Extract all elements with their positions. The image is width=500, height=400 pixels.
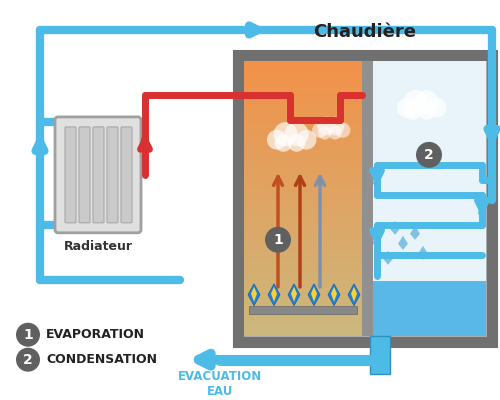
Text: CONDENSATION: CONDENSATION xyxy=(46,353,157,366)
Circle shape xyxy=(284,122,308,146)
FancyBboxPatch shape xyxy=(121,127,132,223)
Circle shape xyxy=(326,117,344,135)
Circle shape xyxy=(328,126,342,140)
Polygon shape xyxy=(288,284,300,306)
Circle shape xyxy=(404,102,422,120)
FancyBboxPatch shape xyxy=(65,127,76,223)
Circle shape xyxy=(418,102,436,120)
Polygon shape xyxy=(248,284,260,306)
Text: EAU: EAU xyxy=(207,385,233,398)
Text: 2: 2 xyxy=(23,353,33,367)
Text: 1: 1 xyxy=(23,328,33,342)
Circle shape xyxy=(335,122,350,138)
Circle shape xyxy=(274,122,297,146)
Bar xyxy=(238,55,492,342)
Text: 2: 2 xyxy=(424,148,434,162)
Polygon shape xyxy=(268,284,280,306)
Polygon shape xyxy=(398,236,408,250)
FancyBboxPatch shape xyxy=(55,117,141,233)
Polygon shape xyxy=(331,287,337,302)
Circle shape xyxy=(416,142,442,168)
Bar xyxy=(362,61,373,336)
Text: EVAPORATION: EVAPORATION xyxy=(46,328,145,341)
Polygon shape xyxy=(311,287,317,302)
FancyBboxPatch shape xyxy=(93,127,104,223)
Circle shape xyxy=(274,134,292,152)
FancyBboxPatch shape xyxy=(107,127,118,223)
Text: 1: 1 xyxy=(273,233,283,247)
Polygon shape xyxy=(308,284,320,306)
Bar xyxy=(373,61,486,336)
Circle shape xyxy=(414,90,438,114)
Circle shape xyxy=(426,98,446,118)
Polygon shape xyxy=(271,287,277,302)
Circle shape xyxy=(16,348,40,372)
Polygon shape xyxy=(348,284,360,306)
Circle shape xyxy=(267,130,286,150)
Bar xyxy=(370,336,390,374)
Polygon shape xyxy=(383,251,393,265)
Circle shape xyxy=(288,134,306,152)
Text: Chaudière: Chaudière xyxy=(314,23,416,41)
Circle shape xyxy=(397,98,416,118)
FancyBboxPatch shape xyxy=(79,127,90,223)
Text: EVACUATION: EVACUATION xyxy=(178,370,262,383)
Bar xyxy=(249,306,357,314)
Bar xyxy=(373,281,486,336)
Polygon shape xyxy=(418,246,428,260)
Circle shape xyxy=(318,117,336,135)
Text: Radiateur: Radiateur xyxy=(64,240,132,253)
Circle shape xyxy=(265,227,291,253)
Polygon shape xyxy=(251,287,257,302)
Polygon shape xyxy=(328,284,340,306)
Polygon shape xyxy=(410,226,420,240)
Polygon shape xyxy=(291,287,297,302)
Circle shape xyxy=(296,130,316,150)
Circle shape xyxy=(404,90,427,114)
Circle shape xyxy=(318,126,332,140)
Polygon shape xyxy=(390,221,400,235)
Circle shape xyxy=(312,122,328,138)
Circle shape xyxy=(16,323,40,347)
Polygon shape xyxy=(351,287,357,302)
